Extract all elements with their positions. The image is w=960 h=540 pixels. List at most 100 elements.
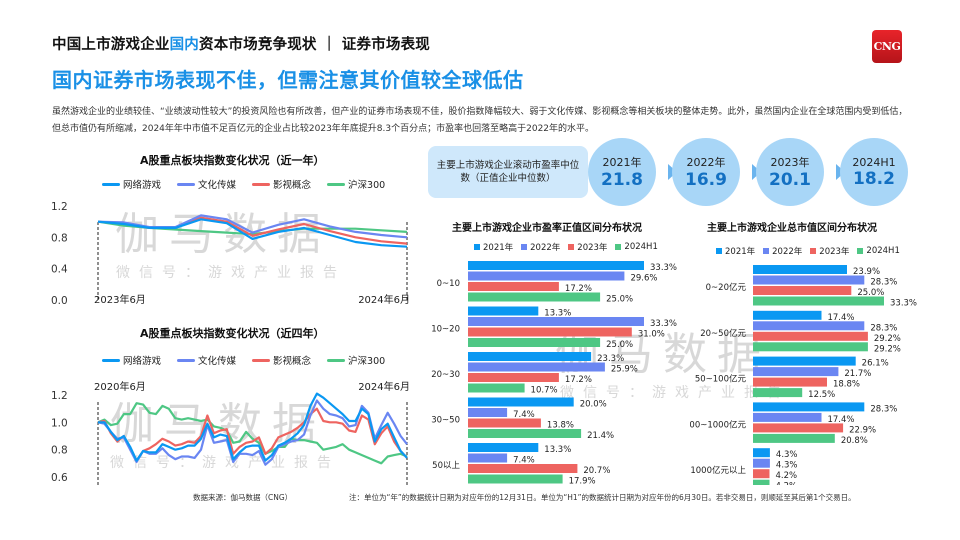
legend-item: 2024H1 [857,246,900,256]
bar-4 [468,338,601,347]
legend-item: 2023年 [810,245,849,257]
bar-value-label: 33.3% [890,299,917,309]
x-end-label: 2024年6月 [358,380,410,393]
bar-2 [753,321,865,331]
bar-value-label: 10.7% [531,386,558,396]
category-label: 30~50 [431,416,460,426]
pe-period: 2024H1 [852,155,896,169]
bar-chart-1: 0~1033.3%29.6%17.2%25.0%10~2013.3%33.3%3… [431,261,677,486]
x-start-label: 2023年6月 [94,293,146,306]
category-label: 0~20亿元 [706,282,747,293]
bar-4 [468,383,525,393]
y-tick-label: 0.4 [51,264,68,276]
bar-value-label: 17.2% [565,375,592,385]
legend-item: 2024H1 [615,242,658,252]
data-source: 数据来源：伽马数据（CNG） [193,493,293,502]
bar-value-label: 17.9% [569,477,596,486]
legend-label: 2023年 [577,243,608,253]
page-title: 中国上市游戏企业国内资本市场竞争现状 ｜ 证券市场表现 [52,33,430,54]
legend-label: 网络游戏 [123,180,162,191]
legend-label: 沪深300 [348,180,386,191]
bar-2 [753,458,770,468]
legend-label: 影视概念 [273,180,312,191]
bar-value-label: 17.4% [827,313,854,323]
bar-value-label: 17.4% [827,415,854,425]
bar-chart-2-legend: 2021年 2022年 2023年 2024H1 [716,245,900,257]
bar-chart-2-title: 主要上市游戏企业总市值区间分布状况 [707,223,877,234]
headline: 国内证券市场表现不佳，但需注意其价值较全球低估 [52,68,524,92]
bar-value-label: 17.2% [565,284,592,294]
bar-3 [468,418,541,428]
bar-value-label: 13.8% [547,421,574,431]
legend-label: 2022年 [530,243,561,253]
legend-label: 2023年 [819,247,850,257]
pe-circle-2021: 2021年 21.8 [588,138,656,206]
legend-label: 文化传媒 [198,180,237,191]
y-tick-label: 0.8 [51,445,68,457]
series-line-2 [97,399,408,466]
legend-line-icon [327,182,346,186]
bar-1 [468,261,644,270]
legend-line-icon [102,358,120,362]
bar-value-label: 20.7% [583,466,610,476]
pe-period: 2021年 [602,156,642,169]
bar-1 [753,356,856,366]
line-chart-1-legend: 网络游戏 文化传媒 影视概念 沪深300 [102,177,385,191]
bar-value-label: 25.0% [606,295,633,305]
bar-value-label: 4.3% [776,461,798,471]
legend-label: 网络游戏 [123,356,162,367]
pe-period: 2022年 [686,156,726,169]
bar-value-label: 25.9% [611,365,638,375]
pe-value: 21.8 [601,170,643,190]
bar-1 [753,265,847,274]
bar-2 [753,275,865,285]
legend-square-icon [857,248,864,254]
legend-line-icon [177,182,196,186]
bar-chart-1-legend: 2021年 2022年 2023年 2024H1 [474,241,658,253]
bar-3 [468,282,559,291]
bar-value-label: 4.2% [776,471,798,481]
x-end-label: 2024年6月 [358,293,410,306]
bar-value-label: 28.3% [870,323,897,333]
bar-1 [753,310,822,320]
category-label: 50~100亿元 [695,374,747,385]
legend-item: 2023年 [568,241,607,253]
bar-value-label: 4.3% [776,450,798,460]
legend-line-icon [252,182,271,186]
bar-value-label: 29.2% [874,334,901,344]
pe-value: 20.1 [769,170,811,190]
legend-square-icon [521,244,528,250]
bar-2 [468,317,644,326]
bar-1 [468,306,539,316]
legend-item: 2022年 [763,245,802,257]
bar-chart-2: 0~20亿元23.9%28.3%25.0%33.3%20~50亿元17.4%28… [690,265,917,485]
legend-item: 文化传媒 [177,353,236,367]
bar-3 [468,373,559,382]
bar-3 [753,331,868,341]
bar-4 [753,479,770,485]
cng-logo: CNG [872,30,902,63]
bar-value-label: 7.4% [513,410,535,420]
bar-3 [753,377,827,387]
bar-1 [753,402,865,412]
bar-value-label: 29.6% [630,274,657,284]
bar-2 [468,362,605,372]
legend-label: 2024H1 [624,242,658,252]
y-tick-label: 0.0 [51,295,68,307]
bar-value-label: 29.2% [874,344,901,354]
y-tick-label: 0.6 [51,472,68,484]
legend-item: 2021年 [474,241,513,253]
bar-chart-1-title: 主要上市游戏企业市盈率正值区间分布状况 [452,223,642,234]
bar-value-label: 21.7% [844,369,871,379]
bar-value-label: 25.0% [606,340,633,350]
legend-item: 影视概念 [252,353,311,367]
series-line-4 [97,402,408,465]
bar-3 [753,286,852,295]
bar-1 [468,352,592,361]
bar-2 [468,453,508,463]
legend-line-icon [102,182,120,186]
category-label: 0~10 [437,279,460,289]
line-chart-1-title: A股重点板块指数变化状况（近一年） [140,154,325,167]
bar-2 [468,408,508,417]
legend-label: 影视概念 [273,356,312,367]
